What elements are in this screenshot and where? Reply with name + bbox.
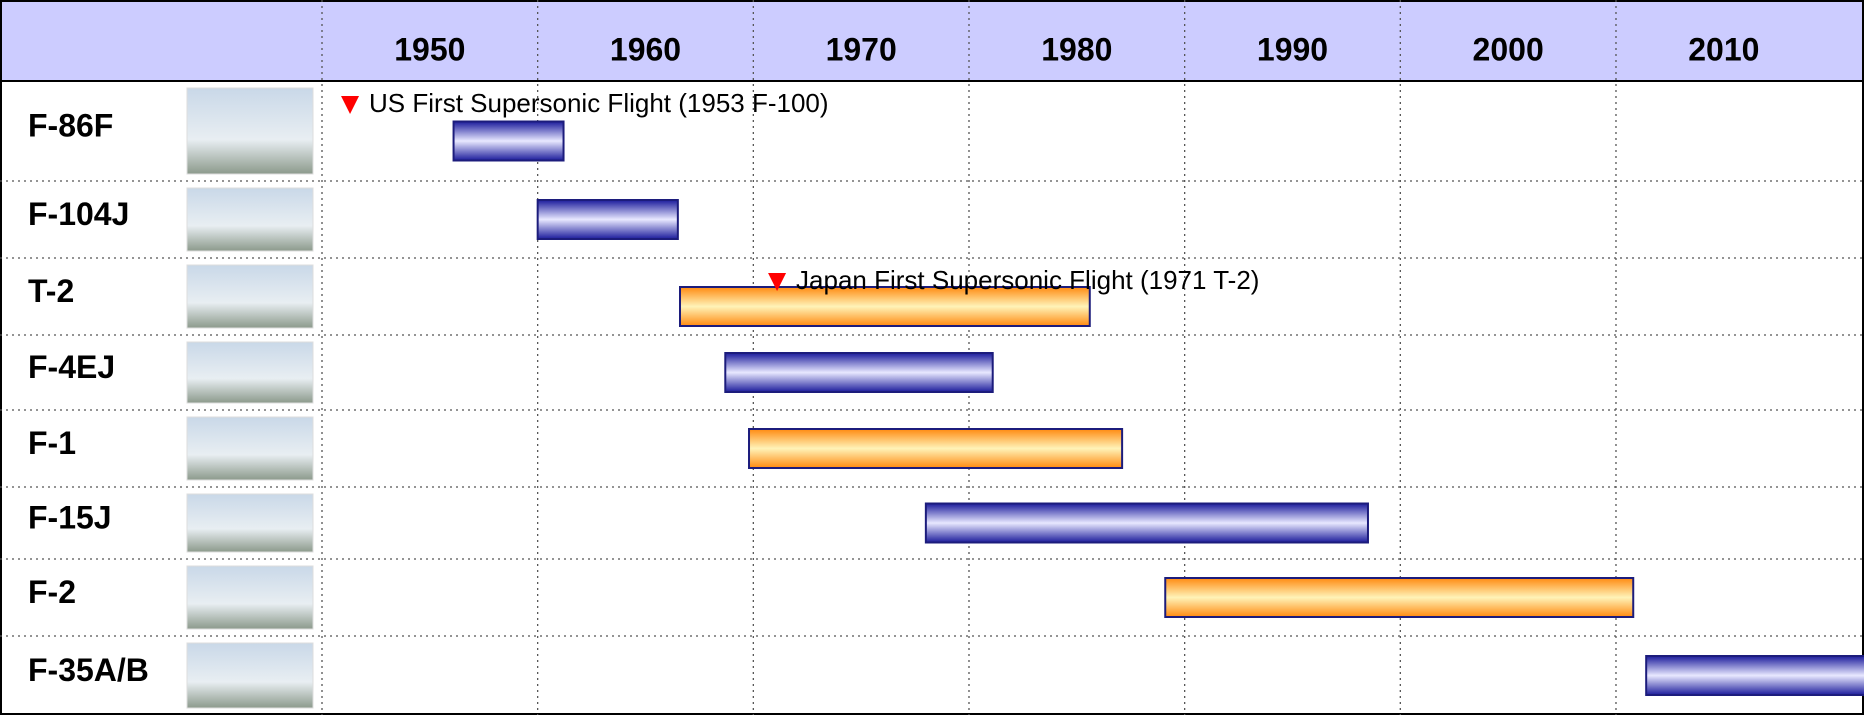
aircraft-thumbnail [187,566,313,629]
aircraft-thumbnail [187,643,313,708]
aircraft-thumbnail [187,494,313,552]
plot-area [454,122,1864,696]
task-bar [454,122,564,161]
row-label: F-4EJ [28,349,115,385]
header-background [0,0,1864,81]
x-tick-label: 1990 [1257,31,1328,67]
task-bar [725,353,992,392]
x-tick-label: 1980 [1041,31,1112,67]
row-label: T-2 [28,273,74,309]
row-label: F-104J [28,196,129,232]
row-label: F-2 [28,574,76,610]
aircraft-thumbnail [187,88,313,174]
task-bar [1165,578,1633,617]
aircraft-thumbnail [187,188,313,251]
x-tick-label: 2000 [1473,31,1544,67]
x-tick-label: 1960 [610,31,681,67]
annotation-marker [341,96,359,114]
annotation-text: Japan First Supersonic Flight (1971 T-2) [796,265,1259,295]
x-tick-label: 1950 [394,31,465,67]
row-label: F-35A/B [28,652,149,688]
aircraft-thumbnail [187,417,313,480]
chart: 1950 1960 1970 1980 1990 2000 2010 F-86F US Firs… [0,0,1864,715]
aircraft-thumbnail [187,265,313,328]
x-tick-label: 1970 [826,31,897,67]
row-label: F-86F [28,107,113,143]
row-label: F-15J [28,499,112,535]
task-bar [926,504,1368,543]
annotation-text: US First Supersonic Flight (1953 F-100) [369,88,829,118]
task-bar [538,200,678,239]
task-bar [749,429,1122,468]
aircraft-thumbnail [187,342,313,403]
row-label: F-1 [28,425,76,461]
task-bar [1646,656,1864,695]
x-tick-label: 2010 [1688,31,1759,67]
